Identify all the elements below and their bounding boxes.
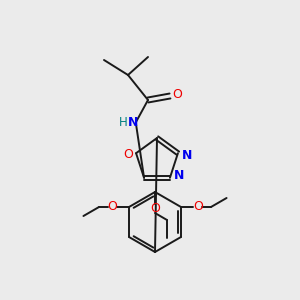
Text: N: N xyxy=(174,169,184,182)
Text: N: N xyxy=(182,149,192,162)
Text: O: O xyxy=(123,148,133,161)
Text: H: H xyxy=(118,116,127,128)
Text: N: N xyxy=(128,116,138,128)
Text: O: O xyxy=(172,88,182,101)
Text: O: O xyxy=(107,200,117,214)
Text: O: O xyxy=(150,202,160,215)
Text: O: O xyxy=(193,200,203,214)
